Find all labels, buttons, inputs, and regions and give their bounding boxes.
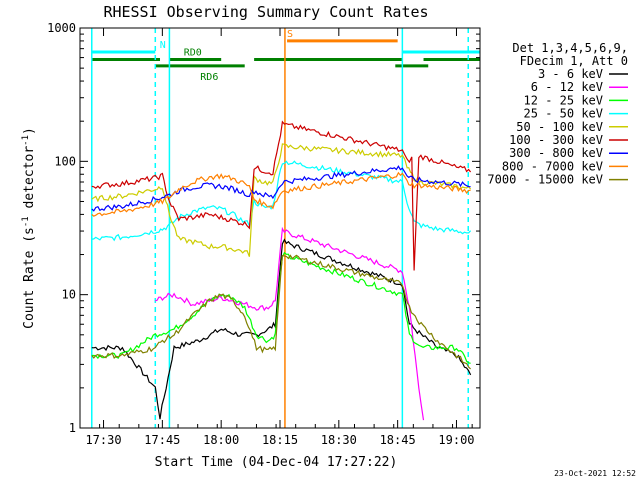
y-axis-label: Count Rate (s-1 detector-1) — [21, 127, 37, 329]
x-tick-label: 18:45 — [380, 433, 416, 447]
series-line — [91, 120, 472, 271]
x-tick-label: 17:30 — [85, 433, 121, 447]
x-axis-ticks: 17:30 17:45 18:00 18:15 18:30 18:45 19:00 — [79, 28, 475, 447]
flag-label-n: N — [160, 40, 166, 51]
series-line — [91, 171, 471, 217]
legend-label: 25 - 50 keV — [524, 107, 603, 121]
chart-title: RHESSI Observing Summary Count Rates — [103, 3, 428, 21]
y-axis-label-end: ) — [22, 127, 37, 135]
legend-label: 6 - 12 keV — [531, 80, 603, 94]
series-line — [91, 143, 472, 257]
legend-label: 300 - 800 keV — [509, 146, 603, 160]
x-tick-label: 19:00 — [438, 433, 474, 447]
y-tick-label: 100 — [54, 154, 76, 168]
y-axis-ticks: 1 10 100 1000 — [47, 21, 480, 435]
y-tick-label: 1 — [69, 421, 76, 435]
series-line — [91, 160, 472, 242]
flag-label-s: S — [287, 29, 293, 40]
legend-label: 800 - 7000 keV — [502, 159, 603, 173]
legend-header-line-2: FDecim 1, Att 0 — [520, 54, 628, 68]
legend-label: 12 - 25 keV — [524, 93, 603, 107]
flag-bars: N S RD0 RD6 — [91, 29, 480, 83]
legend-label: 7000 - 15000 keV — [487, 173, 603, 187]
x-tick-label: 18:30 — [321, 433, 357, 447]
legend-label: 100 - 300 keV — [509, 133, 603, 147]
timestamp: 23-Oct-2021 12:52 — [554, 469, 636, 478]
vertical-lines — [91, 28, 469, 428]
series-line — [91, 238, 472, 420]
y-axis-label-sup2: -1 — [21, 135, 31, 146]
legend: Det 1,3,4,5,6,9, FDecim 1, Att 0 3 - 6 k… — [487, 41, 628, 187]
plot-frame — [79, 27, 481, 429]
series-line — [155, 226, 425, 421]
legend-label: 50 - 100 keV — [516, 120, 603, 134]
series-line — [91, 254, 472, 370]
x-tick-label: 18:00 — [203, 433, 239, 447]
flag-label-rd6: RD6 — [200, 72, 218, 83]
legend-label: 3 - 6 keV — [538, 67, 603, 81]
series-line — [91, 165, 471, 212]
legend-header-line-1: Det 1,3,4,5,6,9, — [512, 41, 628, 55]
x-tick-label: 18:15 — [262, 433, 298, 447]
y-tick-label: 10 — [62, 288, 76, 302]
y-tick-label: 1000 — [47, 21, 76, 35]
x-tick-label: 17:45 — [144, 433, 180, 447]
data-series — [91, 120, 472, 421]
flag-label-rd0: RD0 — [184, 48, 202, 59]
y-axis-label-sup1: -1 — [21, 216, 31, 227]
y-axis-label-main: Count Rate (s — [22, 227, 37, 329]
y-axis-label-mid: detector — [22, 146, 37, 217]
x-axis-label: Start Time (04-Dec-04 17:27:22) — [155, 455, 398, 470]
